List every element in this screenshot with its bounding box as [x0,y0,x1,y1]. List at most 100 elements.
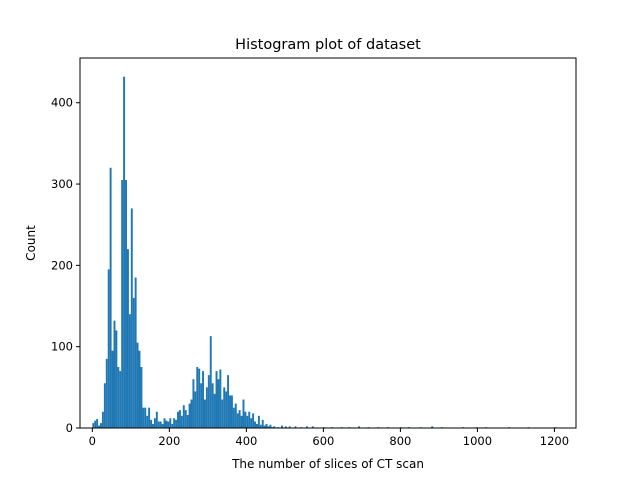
histogram-bar [254,421,256,428]
histogram-bar [152,423,154,428]
histogram-bar [103,383,106,428]
histogram-bar [178,410,181,428]
histogram-bar [107,269,110,428]
histogram-bar [125,179,127,428]
histogram-bar [255,423,258,428]
histogram-bar [165,420,168,428]
histogram-bar [198,368,201,428]
histogram-bar [100,423,102,428]
histogram-bar [184,410,187,428]
x-axis-ticks: 0 200 400 600 800 1000 1200 [89,428,569,448]
histogram-bar [169,418,172,428]
plot-frame [79,57,577,429]
histogram-bar [236,413,239,428]
histogram-bar [128,314,131,428]
histogram-bar [204,399,206,428]
y-tick-label: 200 [51,258,73,272]
histogram-bar [109,167,112,428]
histogram-bar [207,375,210,428]
histogram-bar [155,411,158,428]
histogram-bar [138,350,141,428]
histogram-bar [96,419,99,428]
histogram-bar [265,423,268,428]
y-tick-label: 0 [66,421,73,435]
histogram-bar [113,320,116,428]
histogram-bar [177,411,179,428]
histogram-bar [311,426,314,428]
histogram-bar [140,367,143,428]
histogram-bar [144,407,147,428]
histogram-bar [171,423,174,428]
histogram-bar [431,426,434,428]
histogram-bar [161,423,164,428]
histogram-bar [263,425,266,428]
histogram-bar [163,418,166,428]
histogram-bar [157,421,160,428]
histogram-bar [211,383,214,428]
histogram-bar [173,418,176,428]
histogram-bar [281,425,283,428]
histogram-bar [121,179,124,428]
histogram-bar [234,403,237,428]
histogram-bar [288,426,291,428]
histogram-bar [92,423,95,428]
histogram-bar [167,421,170,428]
histogram-bar [126,249,129,428]
histogram-bar [98,425,101,428]
histogram-bar [150,419,153,428]
histogram-bar [200,383,203,428]
x-tick-label: 0 [89,434,96,448]
histogram-bar [242,399,245,428]
y-tick-label: 100 [51,340,73,354]
histogram-bar [306,426,308,428]
x-tick-label: 200 [158,434,180,448]
histogram-bar [190,399,193,428]
histogram-bar [244,411,247,428]
x-tick-label: 600 [312,434,334,448]
histogram-bar [123,76,126,428]
histogram-bar [225,391,228,428]
histogram-bar [153,418,156,428]
histogram-bar [194,391,197,428]
histogram-bar [94,420,97,428]
histogram-bar [219,369,222,428]
y-tick-label: 300 [51,177,73,191]
histogram-bar [142,407,145,428]
y-axis-label: Count [24,225,38,261]
histogram-bar [267,426,270,428]
x-tick-label: 1000 [463,434,492,448]
histogram-bar [217,379,220,428]
histogram-bar [248,411,251,428]
histogram-bar [358,426,360,428]
histogram-bar [269,424,272,428]
x-tick-label: 800 [389,434,411,448]
histogram-bar [273,426,276,428]
histogram-bar [261,419,264,428]
histogram-bar [105,358,108,428]
histogram-bar [136,342,139,428]
histogram-bar [148,407,151,428]
histogram-bar [134,277,137,428]
histogram-bar [284,426,287,428]
histogram-bar [192,379,195,428]
histogram-bar [246,415,249,428]
histogram-bar [186,414,189,428]
histogram-bar [209,336,212,428]
histogram-bars [92,76,557,428]
histogram-bar [117,367,120,428]
histogram-bar [205,387,208,428]
histogram-bar [215,371,218,428]
histogram-bar [130,208,133,428]
histogram-bar [221,399,224,428]
histogram-bar [180,415,183,428]
histogram-bar [227,375,230,428]
histogram-bar [182,405,185,428]
x-axis-label: The number of slices of CT scan [231,457,424,471]
histogram-bar [240,415,243,428]
histogram-bar [202,371,204,428]
histogram-bar [115,330,118,428]
y-axis-ticks: 0 100 200 300 400 [51,96,80,435]
y-tick-label: 400 [51,96,73,110]
histogram-bar [146,415,149,428]
